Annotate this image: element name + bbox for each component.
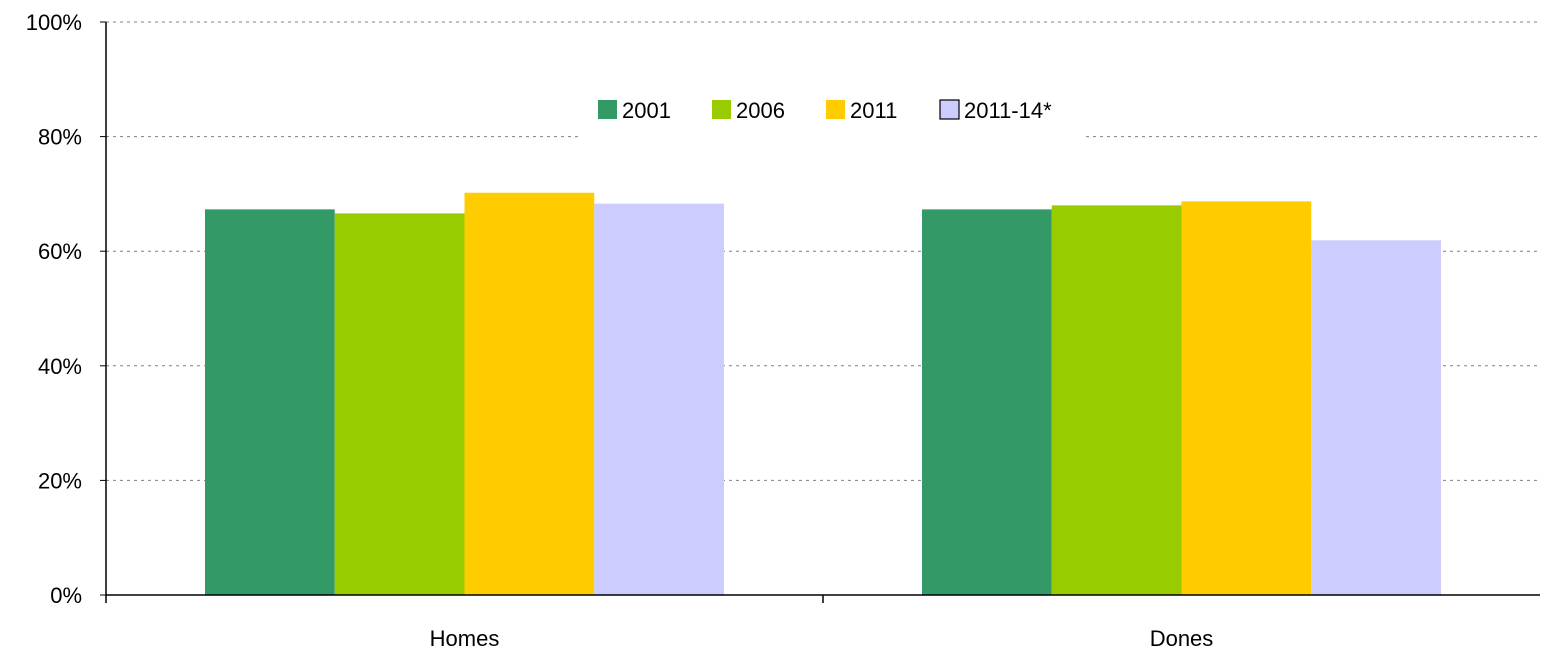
y-tick-label: 60% [38, 239, 82, 264]
legend-label: 2011-14* [964, 98, 1052, 123]
bar-dones-2011 [1181, 201, 1312, 595]
bar-dones-2011-14 [1311, 240, 1441, 596]
x-tick-label: Dones [1150, 626, 1214, 651]
legend-label: 2006 [736, 98, 785, 123]
bar-dones-2006 [1051, 205, 1182, 596]
legend-swatch-2001 [598, 100, 617, 119]
legend-label: 2001 [622, 98, 671, 123]
y-axis-tick-labels: 0% 20% 40% 60% 80% 100% [26, 10, 82, 608]
bars [205, 192, 1441, 596]
axes [100, 21, 1540, 603]
x-tick-label: Homes [430, 626, 500, 651]
bar-homes-2006 [334, 213, 465, 595]
y-tick-label: 100% [26, 10, 82, 35]
legend-swatch-2006 [712, 100, 731, 119]
legend-swatch-2011-14 [939, 99, 960, 120]
legend-swatch-2011 [826, 100, 845, 119]
y-tick-label: 20% [38, 468, 82, 493]
y-tick-label: 40% [38, 354, 82, 379]
bar-homes-2001 [205, 209, 335, 595]
y-tick-label: 80% [38, 125, 82, 150]
bar-homes-2011-14 [594, 203, 724, 596]
x-axis-tick-labels: Homes Dones [430, 626, 1214, 651]
bar-homes-2011 [464, 192, 595, 595]
legend: 2001 2006 2011 2011-14* [598, 98, 1052, 123]
y-tick-label: 0% [50, 583, 82, 608]
bar-dones-2001 [922, 209, 1052, 595]
legend-label: 2011 [850, 98, 897, 123]
